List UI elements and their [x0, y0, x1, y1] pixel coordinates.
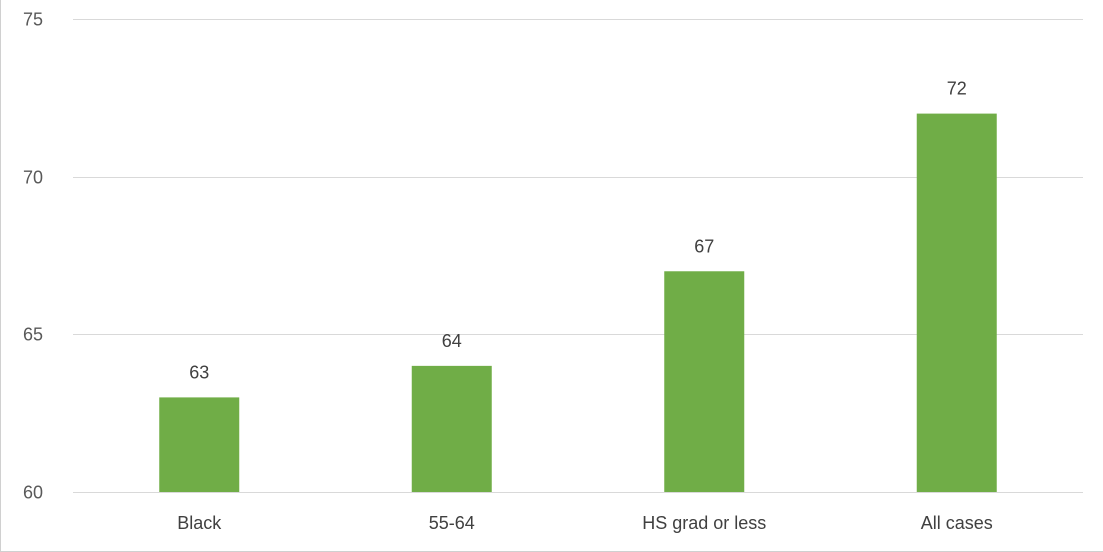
x-category-label: 55-64 [429, 513, 475, 533]
bars [159, 113, 997, 492]
y-tick-label: 65 [23, 325, 43, 345]
bar-value-label: 64 [442, 331, 462, 351]
bar-value-label: 72 [947, 79, 967, 99]
gridlines [73, 19, 1083, 493]
bar-value-label: 63 [189, 362, 209, 382]
bar [411, 365, 492, 492]
bar [916, 113, 997, 492]
y-tick-label: 70 [23, 168, 43, 188]
x-category-label: HS grad or less [642, 513, 766, 533]
x-category-label: Black [177, 513, 222, 533]
y-tick-label: 75 [23, 10, 43, 30]
x-category-label: All cases [921, 513, 993, 533]
bar-value-label: 67 [694, 236, 714, 256]
x-axis-categories: Black 55-64 HS grad or less All cases [177, 513, 993, 533]
data-labels: 63 64 67 72 [189, 79, 967, 383]
y-tick-label: 60 [23, 483, 43, 503]
bar [159, 397, 240, 492]
bar [664, 271, 745, 492]
y-axis-ticks: 60 65 70 75 [23, 10, 43, 503]
